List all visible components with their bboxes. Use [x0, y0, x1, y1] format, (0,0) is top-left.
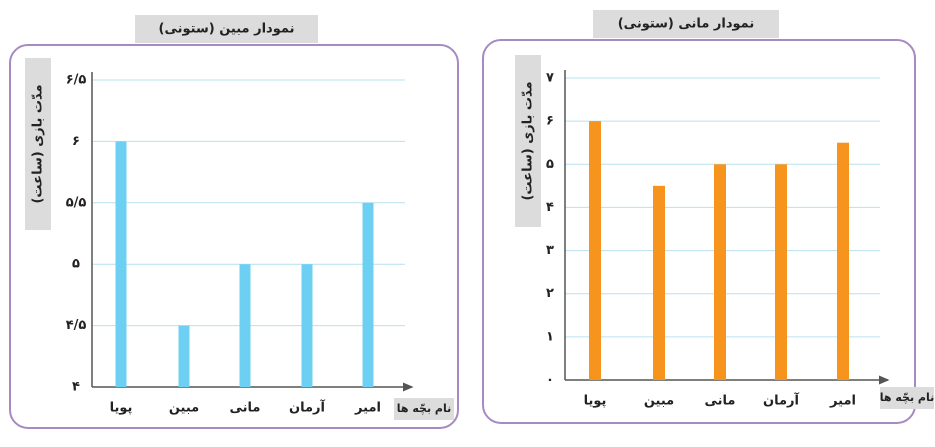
y-tick-label: ۲: [546, 286, 554, 301]
title-tab: [135, 15, 318, 43]
y-label-box: [25, 58, 51, 230]
x-tick-label: مانی: [705, 394, 736, 409]
bar: [589, 121, 601, 381]
bar: [653, 185, 665, 380]
y-tick-label: ۵/۵: [66, 195, 87, 210]
y-tick-label: ۴: [546, 200, 554, 215]
x-tick-label: مبین: [644, 394, 674, 409]
x-tick-label: مانی: [230, 401, 261, 416]
x-tick-label: آرمان: [763, 392, 800, 409]
bar: [115, 141, 127, 387]
y-tick-label: ۶: [546, 114, 554, 129]
y-tick-label: ۶/۵: [66, 73, 87, 88]
title-tab: [593, 10, 779, 38]
x-label-box: [394, 398, 454, 420]
x-tick-label: پویا: [584, 394, 607, 409]
chart-title: نمودار مانی (ستونی): [618, 17, 755, 32]
bar: [178, 325, 190, 387]
x-tick-label: امیر: [354, 401, 381, 416]
y-tick-label: ۴: [72, 380, 80, 395]
x-tick-label: مبین: [169, 401, 199, 416]
bar: [837, 142, 849, 380]
bar: [239, 264, 251, 387]
y-tick-label: ۱: [546, 329, 554, 344]
x-axis-label: نام بچّه ها: [880, 391, 934, 404]
panel: [482, 39, 916, 424]
y-axis-label: مدّت بازی (ساعت): [31, 84, 46, 203]
x-tick-label: پویا: [110, 401, 133, 416]
bar: [775, 164, 787, 380]
y-label-box: [515, 55, 541, 227]
y-tick-label: ۷: [546, 71, 554, 86]
y-axis-label: مدّت بازی (ساعت): [521, 81, 536, 200]
y-tick-label: ۵: [72, 257, 80, 272]
bar: [362, 202, 374, 387]
x-tick-label: آرمان: [289, 399, 326, 416]
y-tick-label: ۵: [546, 157, 554, 172]
x-axis-label: نام بچّه ها: [397, 402, 451, 415]
y-tick-label: ۶: [72, 134, 80, 149]
bar: [301, 264, 313, 387]
chart-title: نمودار مبین (ستونی): [159, 22, 295, 37]
x-tick-label: امیر: [829, 394, 856, 409]
bar: [714, 164, 726, 380]
y-tick-label: ۰: [546, 373, 554, 388]
y-tick-label: ۳: [546, 243, 554, 258]
panel: [9, 44, 459, 429]
y-tick-label: ۴/۵: [66, 318, 87, 333]
x-label-box: [880, 387, 934, 409]
